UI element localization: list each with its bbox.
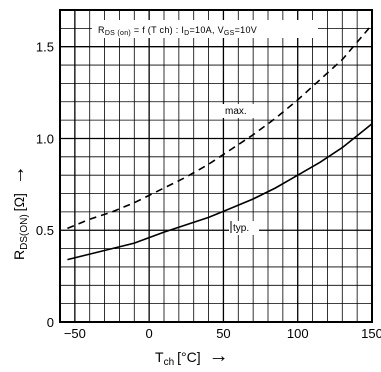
y-axis-label: RDS(ON)[Ω]→ xyxy=(7,165,30,260)
x-axis-label: Tch [°C] → xyxy=(155,345,229,368)
series-label-typ: typ. xyxy=(229,221,259,235)
series-layer xyxy=(67,24,373,261)
x-tick-label: 100 xyxy=(287,326,309,341)
chart-grid xyxy=(60,10,372,322)
x-tick-label: 150 xyxy=(361,326,381,341)
y-tick-label: 1.0 xyxy=(36,131,54,146)
x-tick-labels: −50 0 50 100 150 xyxy=(64,326,381,341)
series-line-typ xyxy=(67,123,373,261)
svg-text:max.: max. xyxy=(225,106,247,117)
x-tick-label: −50 xyxy=(64,326,86,341)
y-tick-label: 1.5 xyxy=(36,40,54,55)
y-tick-label: 0.5 xyxy=(36,223,54,238)
y-tick-label: 0 xyxy=(47,315,54,330)
series-line-max xyxy=(67,24,373,230)
x-tick-label: 50 xyxy=(216,326,230,341)
svg-text:typ.: typ. xyxy=(233,223,249,234)
chart-title: RDS (on) = f (T ch) : ID=10A, VGS=10V xyxy=(98,25,257,37)
y-tick-labels: 0 0.5 1.0 1.5 xyxy=(36,40,54,330)
title-box xyxy=(92,20,318,38)
series-label-max: max. xyxy=(222,104,256,118)
plot-frame xyxy=(59,9,373,323)
x-tick-label: 0 xyxy=(146,326,153,341)
